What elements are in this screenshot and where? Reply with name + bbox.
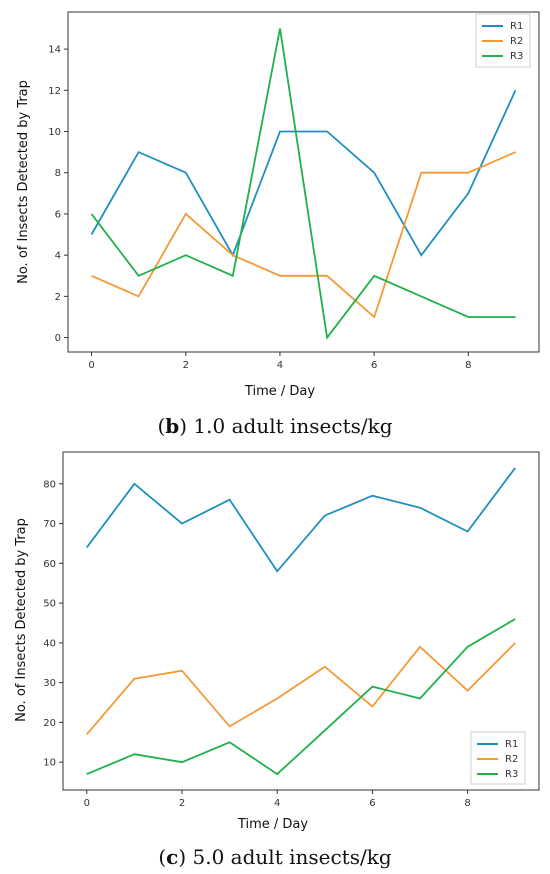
- caption-text-b: ) 1.0 adult insects/kg: [179, 414, 392, 438]
- x-tick-label-c-0: 0: [84, 798, 90, 809]
- series-line-b-r2: [91, 151, 516, 319]
- axis-ticks-c: [59, 483, 469, 794]
- legend-label-c-r2: R2: [505, 754, 518, 765]
- series-line-c-r2: [86, 642, 516, 735]
- y-tick-label-c-80: 80: [43, 479, 56, 490]
- series-lines-b: [90, 28, 517, 340]
- x-tick-label-c-8: 8: [464, 798, 470, 809]
- y-tick-label-b-12: 12: [48, 86, 61, 97]
- y-tick-label-c-60: 60: [43, 559, 56, 570]
- x-tick-labels-c: 0 2 4 6 8: [84, 798, 471, 809]
- x-axis-label-b: Time / Day: [244, 384, 315, 399]
- series-line-c-r3: [86, 618, 516, 776]
- x-tick-label-c-6: 6: [369, 798, 375, 809]
- x-tick-label-b-8: 8: [465, 360, 471, 371]
- x-tick-label-b-6: 6: [371, 360, 377, 371]
- y-tick-label-b-4: 4: [55, 251, 61, 262]
- y-tick-label-c-10: 10: [43, 758, 56, 769]
- y-tick-label-b-6: 6: [55, 209, 61, 220]
- y-tick-label-c-40: 40: [43, 638, 56, 649]
- series-line-c-r1: [86, 467, 516, 573]
- x-axis-label-c: Time / Day: [237, 817, 308, 832]
- plot-frame-c: [62, 451, 540, 791]
- x-tick-label-c-2: 2: [179, 798, 185, 809]
- caption-c: (c) 5.0 adult insects/kg: [158, 845, 391, 869]
- caption-letter-c: c: [166, 845, 178, 869]
- x-tick-label-b-4: 4: [277, 360, 283, 371]
- y-tick-label-b-8: 8: [55, 168, 61, 179]
- caption-b: (b) 1.0 adult insects/kg: [157, 414, 392, 438]
- y-tick-label-c-50: 50: [43, 599, 56, 610]
- y-tick-labels-b: 0 2 4 6 8 10 12 14: [48, 45, 61, 344]
- y-tick-labels-c: 10 20 30 40 50 60 70 80: [43, 479, 56, 768]
- x-tick-label-c-4: 4: [274, 798, 280, 809]
- legend-label-b-r3: R3: [510, 51, 523, 62]
- legend-label-b-r2: R2: [510, 36, 523, 47]
- y-tick-label-b-0: 0: [55, 333, 61, 344]
- y-axis-label-c: No. of Insects Detected by Trap: [14, 518, 29, 722]
- x-tick-label-b-2: 2: [183, 360, 189, 371]
- y-tick-label-b-10: 10: [48, 127, 61, 138]
- legend-b: R1 R2 R3: [475, 13, 531, 68]
- caption-text-c: ) 5.0 adult insects/kg: [178, 845, 391, 869]
- y-tick-label-c-30: 30: [43, 678, 56, 689]
- caption-letter-b: b: [165, 414, 179, 438]
- series-lines-c: [86, 467, 516, 776]
- legend-label-b-r1: R1: [510, 21, 523, 32]
- y-axis-label-b: No. of Insects Detected by Trap: [16, 80, 31, 284]
- series-line-b-r1: [90, 89, 517, 258]
- legend-label-c-r3: R3: [505, 769, 518, 780]
- series-line-b-r3: [90, 28, 516, 340]
- legend-c: R1 R2 R3: [470, 731, 526, 785]
- x-tick-label-b-0: 0: [88, 360, 94, 371]
- y-tick-label-b-2: 2: [55, 292, 61, 303]
- y-tick-label-c-20: 20: [43, 718, 56, 729]
- axis-ticks-b: [64, 48, 469, 356]
- panel-b: 0 2 4 6 8 10 12 14 0 2 4 6 8 Time / Day No. of Inse…: [16, 11, 540, 438]
- x-tick-labels-b: 0 2 4 6 8: [88, 360, 471, 371]
- legend-label-c-r1: R1: [505, 739, 518, 750]
- panel-c: 10 20 30 40 50 60 70 80 0 2 4 6 8 Time / Day No. of…: [14, 451, 540, 869]
- y-tick-label-b-14: 14: [48, 45, 61, 56]
- y-tick-label-c-70: 70: [43, 519, 56, 530]
